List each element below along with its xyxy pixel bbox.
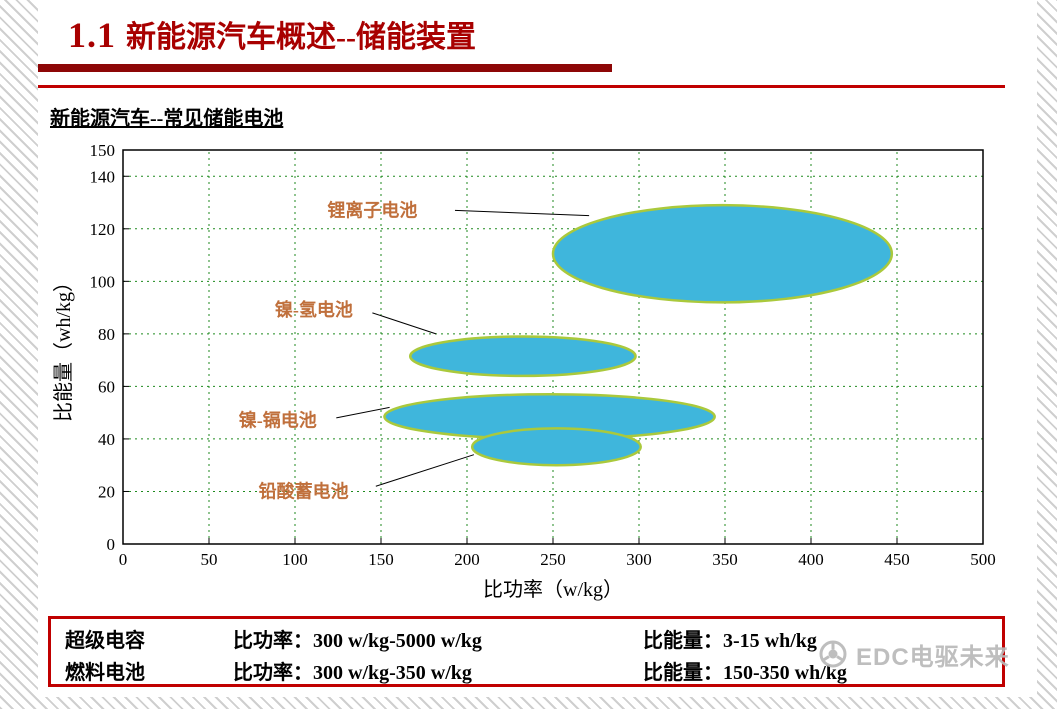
- x-tick-label: 150: [368, 550, 394, 569]
- battery-label-1: 镍-氢电池: [275, 299, 353, 320]
- watermark: EDC电驱未来: [818, 634, 1010, 674]
- y-tick-label: 80: [98, 325, 115, 344]
- title-rule-thick: [38, 64, 612, 72]
- x-tick-label: 100: [282, 550, 308, 569]
- annotation-leader-2: [336, 406, 390, 419]
- x-tick-label: 0: [119, 550, 128, 569]
- x-tick-label: 250: [540, 550, 566, 569]
- summary-row-fuelcell: 燃料电池 比功率：300 w/kg-350 w/kg 比能量：150-350 w…: [51, 654, 1002, 686]
- annotation-leader-0: [454, 209, 590, 217]
- battery-region-0: [551, 203, 894, 304]
- y-tick-label: 20: [98, 482, 115, 501]
- y-tick-label: 60: [98, 377, 115, 396]
- summary-energy: 比能量：3-15 wh/kg: [643, 629, 817, 652]
- summary-name: 超级电容: [65, 629, 145, 652]
- x-tick-label: 400: [798, 550, 824, 569]
- summary-energy: 比能量：150-350 wh/kg: [643, 661, 847, 684]
- summary-power: 比功率：300 w/kg-350 w/kg: [233, 661, 472, 684]
- y-tick-label: 0: [107, 535, 116, 554]
- title-text: 新能源汽车概述--储能装置: [126, 21, 476, 54]
- y-tick-label: 140: [90, 167, 116, 186]
- watermark-logo-icon: [819, 640, 847, 668]
- chart-caption: 新能源汽车--常见储能电池: [50, 108, 284, 130]
- y-tick-label: 150: [90, 141, 116, 160]
- summary-power: 比功率：300 w/kg-5000 w/kg: [233, 629, 482, 652]
- annotation-leader-3: [375, 454, 475, 487]
- y-tick-label: 100: [90, 272, 116, 291]
- battery-label-3: 铅酸蓄电池: [259, 480, 349, 501]
- y-axis-title: 比能量（wh/kg）: [52, 272, 75, 422]
- y-tick-label: 120: [90, 220, 116, 239]
- annotation-leader-1: [372, 312, 437, 335]
- battery-label-2: 镍-镉电池: [239, 410, 317, 431]
- x-tick-label: 500: [970, 550, 996, 569]
- battery-chart: 锂离子电池 镍-氢电池 镍-镉电池 铅酸蓄电池 0 50 100 150 200 250 300 35…: [48, 136, 1005, 612]
- battery-region-1: [408, 335, 637, 378]
- page-title: 1.1 新能源汽车概述--储能装置: [68, 12, 476, 56]
- summary-row-supercap: 超级电容 比功率：300 w/kg-5000 w/kg 比能量：3-15 wh/…: [51, 622, 1002, 654]
- x-tick-label: 300: [626, 550, 652, 569]
- title-number: 1.1: [68, 15, 116, 55]
- x-axis-title: 比功率（w/kg）: [483, 578, 623, 601]
- y-tick-label: 40: [98, 430, 115, 449]
- x-tick-label: 200: [454, 550, 480, 569]
- battery-region-3: [470, 427, 642, 467]
- summary-name: 燃料电池: [65, 661, 145, 684]
- x-tick-label: 450: [884, 550, 910, 569]
- x-tick-label: 50: [201, 550, 218, 569]
- battery-label-0: 锂离子电池: [327, 199, 417, 220]
- summary-box: 超级电容 比功率：300 w/kg-5000 w/kg 比能量：3-15 wh/…: [48, 616, 1005, 687]
- x-tick-label: 350: [712, 550, 738, 569]
- title-rule-thin: [38, 85, 1005, 88]
- watermark-text: EDC电驱未来: [856, 643, 1010, 671]
- slide: 1.1 新能源汽车概述--储能装置 新能源汽车--常见储能电池 锂离子电池镍-氢电…: [38, 0, 1037, 697]
